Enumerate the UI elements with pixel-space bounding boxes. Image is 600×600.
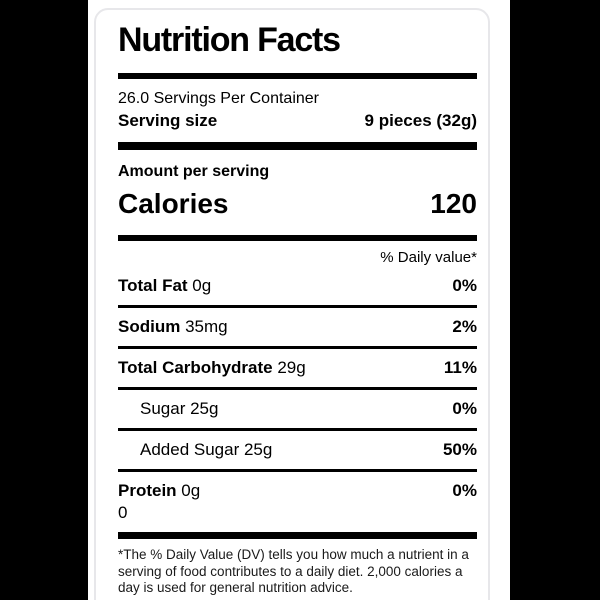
nutrient-name: Sugar 25g [140, 399, 219, 418]
nutrient-row: Sodium 35mg 2% [118, 308, 477, 349]
nutrition-label-card: Nutrition Facts 26.0 Servings Per Contai… [94, 8, 490, 600]
amount-per-serving-label: Amount per serving [118, 163, 270, 180]
servings-per-container: 26.0 Servings Per Container [118, 90, 319, 107]
nutrient-daily-value: 0% [452, 481, 477, 500]
divider-below-title [118, 73, 477, 79]
calories-value: 120 [430, 188, 477, 219]
nutrient-daily-value: 2% [452, 317, 477, 336]
calories-label: Calories [118, 188, 229, 219]
nutrient-name: Total Fat 0g [118, 276, 212, 295]
nutrient-name: Added Sugar 25g [140, 440, 273, 459]
serving-size-value: 9 pieces (32g) [364, 111, 477, 130]
nutrient-row: Sugar 25g 0% [118, 390, 477, 431]
app-page-background: Nutrition Facts 26.0 Servings Per Contai… [88, 0, 510, 600]
nutrient-row: Total Carbohydrate 29g 11% [118, 349, 477, 390]
nutrient-name: Total Carbohydrate 29g [118, 358, 306, 377]
stray-zero-text: 0 [118, 503, 128, 522]
nutrient-rows-container: Total Fat 0g 0% Sodium 35mg 2% Total Car… [118, 267, 477, 502]
serving-size-label: Serving size [118, 111, 218, 130]
divider-below-calories [118, 235, 477, 241]
daily-value-header: % Daily value* [380, 249, 477, 266]
nutrient-row: Protein 0g 0% [118, 472, 477, 502]
nutrient-name: Protein 0g [118, 481, 201, 500]
nutrient-daily-value: 0% [452, 276, 477, 295]
divider-above-footnote [118, 532, 477, 539]
serving-size-row: Serving size 9 pieces (32g) [118, 111, 477, 131]
label-title: Nutrition Facts [118, 21, 341, 59]
nutrient-daily-value: 11% [443, 358, 477, 377]
nutrient-daily-value: 50% [442, 440, 477, 459]
nutrient-daily-value: 0% [452, 399, 477, 418]
calories-row: Calories 120 [118, 188, 477, 220]
daily-value-footnote: *The % Daily Value (DV) tells you how mu… [118, 547, 469, 595]
divider-below-serving-size [118, 142, 477, 150]
nutrient-row: Added Sugar 25g 50% [118, 431, 477, 472]
nutrient-row: Total Fat 0g 0% [118, 267, 477, 308]
nutrient-name: Sodium 35mg [118, 317, 228, 336]
